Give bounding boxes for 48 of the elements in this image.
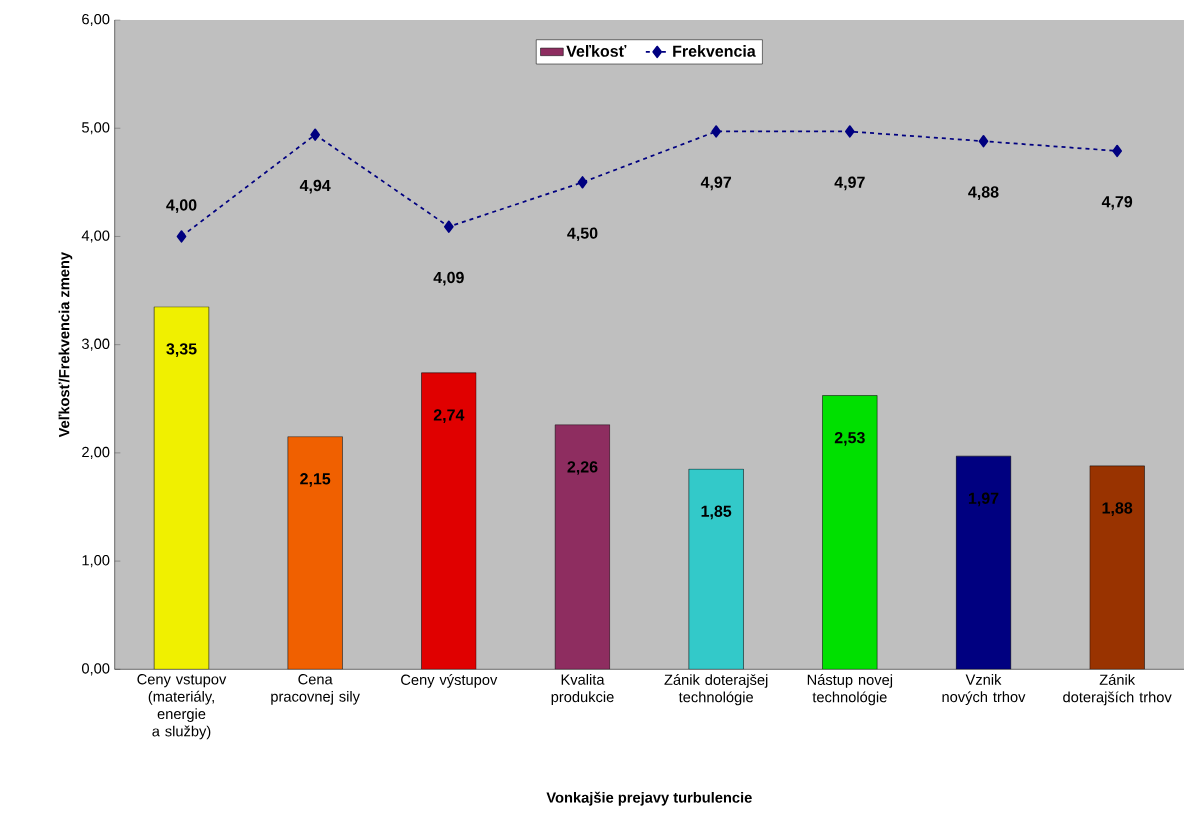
point (1112, 144, 1123, 158)
data-label: 4,50 (567, 227, 598, 242)
y-axis-title: Veľkosť/Frekvencia zmeny (58, 252, 73, 438)
data-label: 2,15 (300, 473, 331, 487)
x-tick-label: Zánik doterajšej technológie (664, 674, 768, 706)
x-tick-label: Nástup novej technológie (807, 674, 893, 706)
data-label: 2,26 (567, 461, 598, 476)
data-label: 4,00 (166, 199, 197, 214)
data-label: 4,88 (968, 186, 999, 201)
point (310, 128, 321, 142)
data-label: 4,97 (834, 176, 865, 191)
data-label: 2,53 (834, 432, 865, 446)
y-tick-label: 6,00 (82, 14, 110, 27)
y-tick-label: 4,00 (81, 230, 110, 243)
point (443, 220, 454, 234)
legend-label: Frekvencia (673, 45, 756, 57)
y-tick-label: 3,00 (81, 338, 110, 351)
data-label: 2,74 (433, 409, 465, 424)
data-label: 1,85 (701, 505, 732, 520)
y-tick-label: 5,00 (82, 122, 110, 135)
bar (955, 456, 1012, 670)
point (176, 230, 187, 243)
bar (688, 469, 744, 670)
bar (421, 372, 477, 670)
x-tick-label: Kvalita produkcie (551, 674, 614, 706)
data-label: 4,09 (433, 272, 464, 286)
bar (822, 395, 878, 670)
x-tick-label: Cena pracovnej sily (271, 674, 360, 705)
data-label: 4,79 (1101, 196, 1133, 210)
x-tick-label: Vznik nových trhov (942, 674, 1026, 706)
y-tick-label: 0,00 (81, 663, 110, 676)
data-label: 1,88 (1102, 502, 1133, 517)
point (978, 135, 989, 148)
point (577, 176, 588, 189)
data-label: 3,35 (166, 343, 197, 358)
data-label: 4,94 (299, 180, 331, 194)
y-tick-label: 2,00 (82, 447, 110, 460)
data-label: 1,97 (968, 492, 999, 507)
point (844, 125, 855, 138)
x-tick-label: Ceny vstupov (materiály, energie a služby) (137, 674, 227, 740)
x-tick-label: Zánik doterajších trhov (1063, 674, 1172, 706)
bar (554, 424, 611, 670)
y-tick-label: 1,00 (82, 555, 110, 568)
legend-label: Veľkosť (566, 45, 627, 57)
point (711, 125, 722, 138)
data-label: 4,97 (700, 176, 732, 191)
x-axis-title: Vonkajšie prejavy turbulencie (546, 791, 752, 806)
x-tick-label: Ceny výstupov (401, 674, 498, 689)
